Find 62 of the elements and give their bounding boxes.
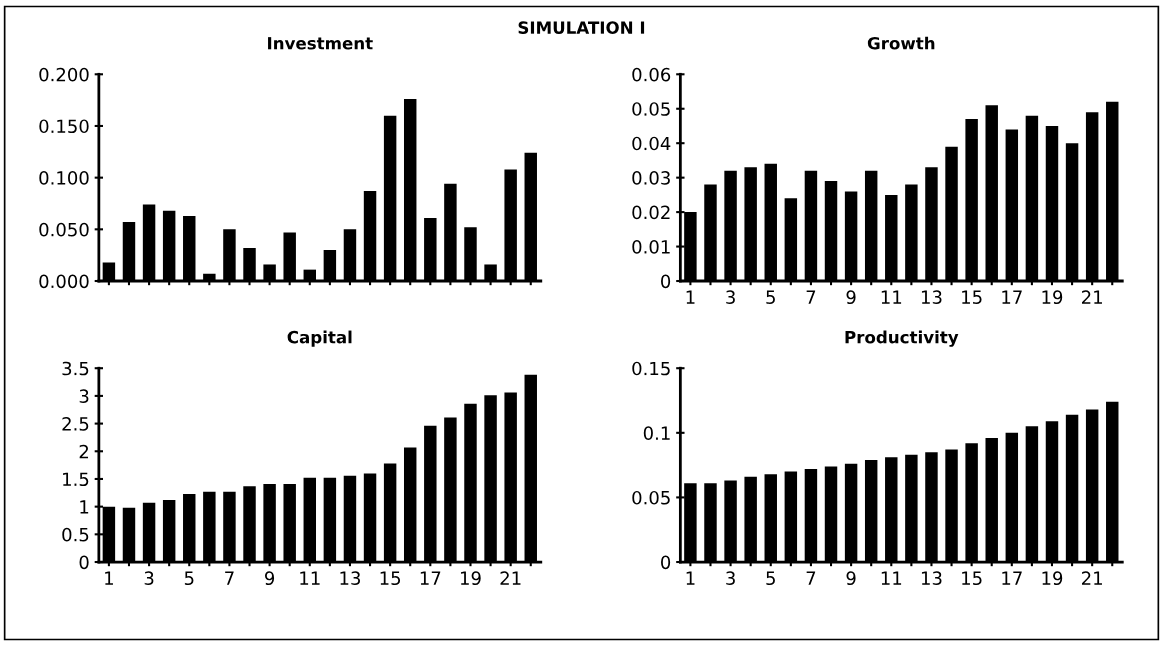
y-tick-label: 2.5 [62,417,89,431]
y-tick-label: 0.04 [632,136,671,151]
chart-title: Productivity [845,330,959,347]
x-tick-label: 21 [1082,571,1102,585]
y-tick-label: 0.01 [632,240,670,254]
x-tick-label: 17 [1002,290,1022,304]
x-tick-label: 7 [806,571,816,585]
x-tick-label: 9 [846,571,856,586]
x-tick-label: 5 [766,571,775,586]
x-tick-label: 5 [184,571,194,586]
y-tick-label: 0.150 [39,119,89,134]
x-tick-label: 1 [686,571,695,585]
y-tick-label: 0 [661,555,671,570]
x-tick-label: 19 [1042,290,1063,305]
chart-title: Growth [867,36,935,50]
x-tick-label: 1 [686,290,695,304]
x-tick-label: 21 [1082,290,1102,304]
x-tick-label: 7 [806,290,816,304]
x-tick-label: 11 [881,290,902,304]
x-tick-label: 13 [921,571,942,586]
x-tick-label: 3 [726,290,735,305]
x-tick-label: 19 [460,571,481,586]
chart-title: Capital [287,330,352,347]
x-tick-label: 1 [105,571,113,585]
x-tick-label: 11 [881,571,902,585]
x-tick-label: 21 [500,571,521,585]
y-tick-label: 1.5 [63,472,89,487]
y-tick-label: 0.03 [632,171,670,185]
x-tick-label: 3 [726,571,735,586]
y-tick-label: 2 [79,444,89,459]
chart-title: Investment [268,37,373,50]
x-tick-label: 13 [921,290,942,305]
x-tick-label: 17 [1002,571,1022,585]
x-tick-label: 15 [962,290,982,305]
y-tick-label: 0.100 [39,171,89,185]
x-tick-label: 3 [144,571,154,586]
x-tick-label: 9 [265,571,275,586]
x-tick-label: 13 [340,571,360,586]
x-tick-label: 5 [766,290,775,305]
x-tick-label: 17 [420,571,441,585]
y-tick-label: 0 [79,555,89,570]
x-tick-label: 15 [380,571,401,586]
y-tick-label: 0.000 [39,274,89,289]
x-tick-label: 15 [962,571,982,586]
y-tick-label: 0.05 [632,490,670,505]
y-tick-label: 0.15 [632,361,670,376]
y-tick-label: 0 [661,274,671,289]
y-tick-label: 1 [80,500,89,514]
y-tick-label: 3.5 [62,361,89,376]
x-tick-label: 7 [225,571,234,585]
y-tick-label: 0.200 [39,67,89,82]
y-tick-label: 0.5 [62,527,89,542]
y-tick-label: 0.050 [39,222,89,237]
y-tick-label: 0.1 [643,426,670,440]
y-tick-label: 0.05 [632,102,670,116]
y-tick-label: 0.02 [632,205,670,220]
y-tick-label: 0.06 [632,67,671,82]
x-tick-label: 9 [846,290,856,305]
text: SIMULATION I [518,21,645,34]
x-tick-label: 11 [300,571,320,585]
x-tick-label: 19 [1042,571,1063,586]
y-tick-label: 3 [79,389,89,404]
